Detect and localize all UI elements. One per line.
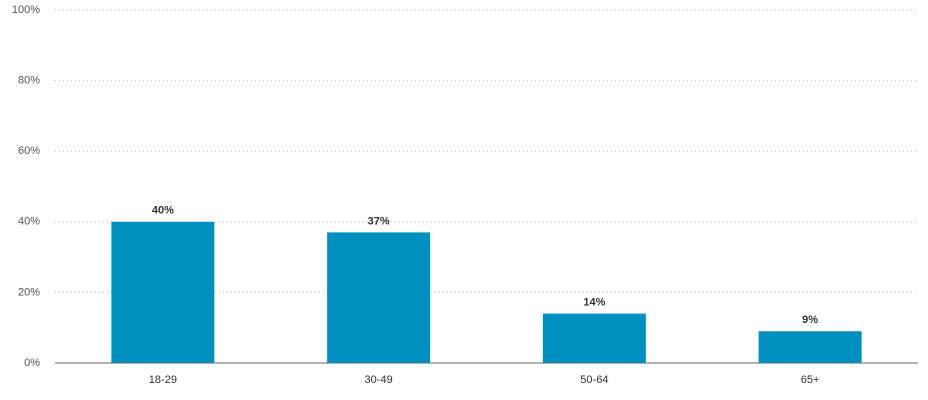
- y-tick-label: 60%: [18, 145, 40, 157]
- y-tick-label: 100%: [12, 4, 40, 16]
- value-label: 9%: [802, 314, 818, 326]
- y-tick-label: 20%: [18, 286, 40, 298]
- value-label: 40%: [152, 205, 174, 217]
- bar: [327, 232, 431, 363]
- bar: [758, 331, 862, 363]
- x-tick-label: 65+: [801, 374, 820, 386]
- value-label: 14%: [583, 296, 605, 308]
- bar: [111, 221, 215, 363]
- y-tick-label: 0%: [24, 357, 40, 369]
- x-tick-label: 30-49: [365, 374, 393, 386]
- y-tick-label: 80%: [18, 75, 40, 87]
- x-tick-label: 18-29: [149, 374, 177, 386]
- y-tick-label: 40%: [18, 216, 40, 228]
- value-label: 37%: [368, 215, 390, 227]
- bar: [542, 313, 646, 363]
- x-tick-label: 50-64: [580, 374, 608, 386]
